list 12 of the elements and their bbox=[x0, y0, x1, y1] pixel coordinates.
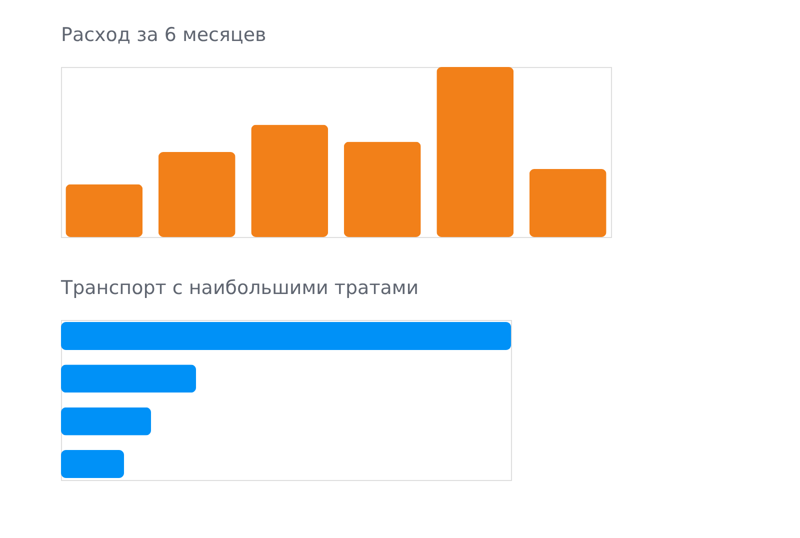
bar bbox=[61, 322, 511, 350]
bar bbox=[66, 184, 143, 237]
bar bbox=[251, 124, 328, 237]
bar bbox=[61, 407, 151, 436]
bar bbox=[61, 450, 124, 478]
bar bbox=[529, 169, 606, 237]
chart-title: Транспорт с наибольшими тратами bbox=[60, 277, 419, 299]
bar bbox=[61, 364, 196, 393]
bar bbox=[344, 142, 421, 237]
bar bbox=[436, 67, 514, 237]
bar bbox=[158, 152, 236, 237]
chart-title: Расход за 6 месяцев bbox=[61, 24, 266, 46]
